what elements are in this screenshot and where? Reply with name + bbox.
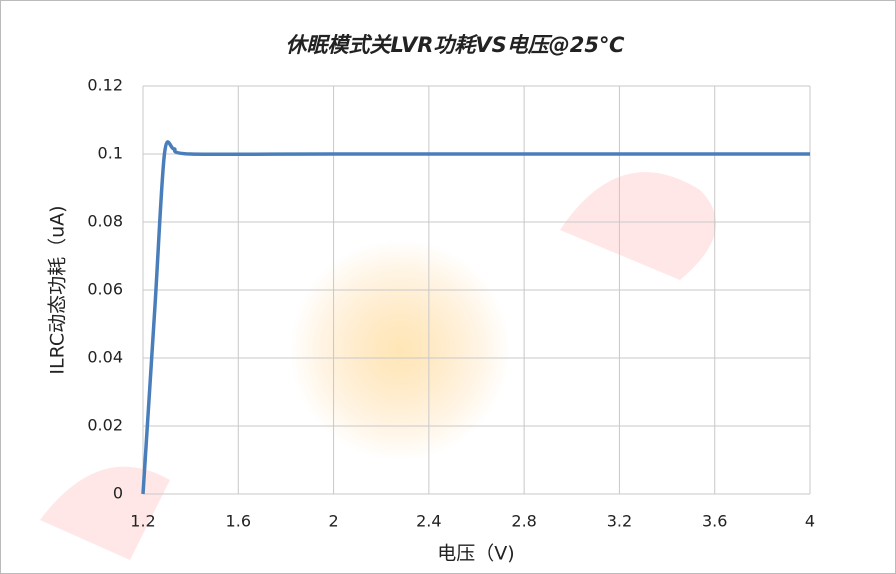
x-tick-label: 3.2 — [607, 512, 632, 531]
x-tick-label: 3.6 — [702, 512, 727, 531]
x-tick-label: 4 — [805, 512, 815, 531]
y-tick-label: 0.04 — [87, 348, 123, 367]
chart-title: 休眠模式关LVR功耗VS电压@25℃ — [286, 33, 626, 57]
x-tick-label: 2 — [328, 512, 338, 531]
watermark-shape — [560, 172, 716, 280]
y-tick-label: 0.06 — [87, 280, 123, 299]
y-axis-label: ILRC动态功耗（uA) — [47, 205, 69, 374]
y-tick-label: 0.1 — [98, 144, 123, 163]
y-tick-label: 0.12 — [87, 76, 123, 95]
watermark-shape — [40, 466, 170, 560]
y-tick-label: 0 — [113, 484, 123, 503]
x-tick-label: 2.8 — [511, 512, 536, 531]
x-axis-label: 电压（V) — [437, 543, 514, 565]
y-tick-label: 0.02 — [87, 416, 123, 435]
x-tick-label: 1.2 — [130, 512, 155, 531]
data-line — [141, 140, 810, 495]
watermark-logo — [290, 240, 510, 460]
x-tick-label: 2.4 — [416, 512, 441, 531]
y-tick-label: 0.08 — [87, 212, 123, 231]
x-tick-label: 1.6 — [226, 512, 251, 531]
